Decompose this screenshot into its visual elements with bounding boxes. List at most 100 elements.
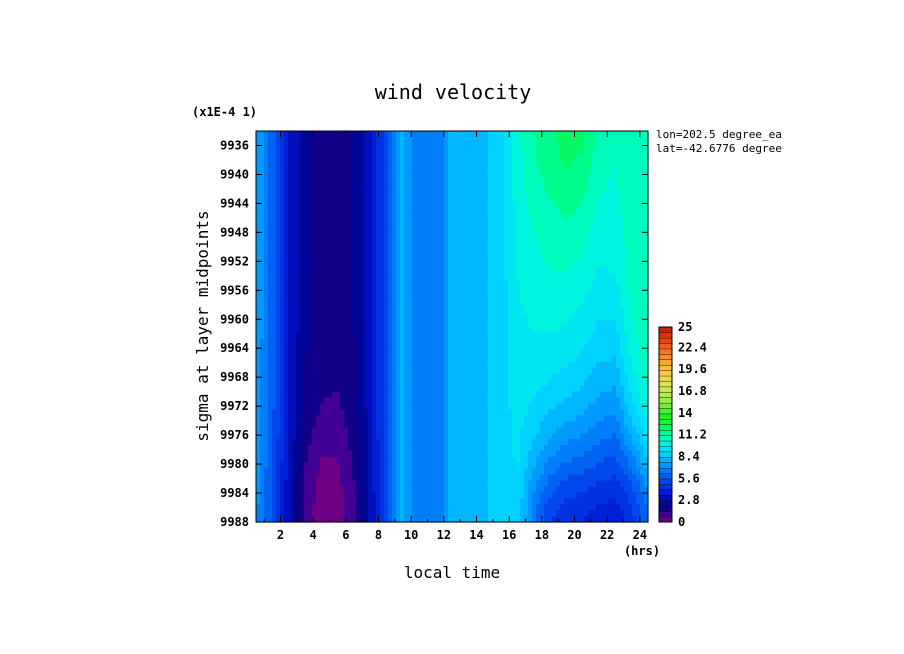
heatmap-cell [332,243,337,251]
heatmap-cell [308,285,313,292]
heatmap-cell [552,249,557,256]
heatmap-cell [556,314,561,322]
heatmap-cell [572,255,577,262]
heatmap-cell [316,373,321,381]
heatmap-cell [388,213,393,221]
heatmap-cell [324,279,329,286]
heatmap-cell [452,148,457,156]
heatmap-cell [548,409,553,416]
heatmap-cell [428,320,433,328]
heatmap-cell [424,202,429,209]
heatmap-cell [556,225,561,233]
heatmap-cell [268,367,273,375]
heatmap-cell [396,249,401,256]
heatmap-cell [592,131,597,138]
heatmap-cell [420,154,425,162]
heatmap-cell [632,190,637,197]
heatmap-cell [520,385,525,393]
heatmap-cell [420,427,425,434]
heatmap-cell [452,231,457,239]
heatmap-cell [288,397,293,405]
heatmap-cell [504,213,509,221]
heatmap-cell [340,332,345,339]
heatmap-cell [548,314,553,322]
heatmap-cell [304,279,309,286]
heatmap-cell [544,279,549,286]
heatmap-cell [432,202,437,209]
heatmap-cell [312,261,317,268]
heatmap-cell [408,160,413,168]
heatmap-cell [400,367,405,375]
heatmap-cell [384,397,389,405]
heatmap-cell [280,296,285,304]
heatmap-cell [512,190,517,197]
heatmap-cell [496,421,501,428]
heatmap-cell [300,350,305,357]
heatmap-cell [328,166,333,174]
heatmap-cell [628,397,633,405]
heatmap-cell [564,273,569,280]
heatmap-cell [296,415,301,422]
heatmap-cell [472,350,477,357]
heatmap-cell [264,302,269,310]
heatmap-cell [576,373,581,381]
heatmap-cell [344,302,349,310]
heatmap-cell [568,397,573,405]
heatmap-cell [444,219,449,227]
heatmap-cell [576,332,581,339]
heatmap-cell [540,427,545,434]
heatmap-cell [492,231,497,239]
heatmap-cell [504,279,509,286]
heatmap-cell [584,290,589,298]
heatmap-cell [408,320,413,328]
heatmap-cell [476,326,481,334]
heatmap-cell [600,350,605,357]
heatmap-cell [432,326,437,334]
heatmap-cell [520,415,525,422]
heatmap-cell [636,166,641,174]
heatmap-cell [320,225,325,233]
heatmap-cell [360,344,365,351]
heatmap-cell [572,332,577,339]
heatmap-cell [508,196,513,203]
heatmap-cell [356,190,361,197]
heatmap-cell [396,285,401,292]
heatmap-cell [540,219,545,227]
heatmap-cell [492,225,497,233]
heatmap-cell [636,326,641,334]
heatmap-cell [532,202,537,209]
heatmap-cell [452,273,457,280]
heatmap-cell [636,356,641,363]
heatmap-cell [508,178,513,185]
heatmap-cell [436,344,441,351]
heatmap-cell [344,166,349,174]
heatmap-cell [312,166,317,174]
heatmap-cell [624,391,629,399]
heatmap-cell [356,136,361,144]
heatmap-cell [284,184,289,191]
heatmap-cell [352,154,357,162]
heatmap-cell [516,243,521,251]
heatmap-cell [536,190,541,197]
heatmap-cell [496,261,501,268]
heatmap-cell [340,373,345,381]
heatmap-cell [596,136,601,144]
heatmap-cell [596,397,601,405]
heatmap-cell [572,314,577,322]
heatmap-cell [376,142,381,150]
heatmap-cell [364,397,369,405]
heatmap-cell [500,367,505,375]
heatmap-cell [320,231,325,239]
heatmap-cell [612,314,617,322]
heatmap-cell [420,379,425,387]
heatmap-cell [352,362,357,369]
heatmap-cell [360,415,365,422]
heatmap-cell [596,290,601,298]
heatmap-cell [260,213,265,221]
heatmap-cell [372,213,377,221]
heatmap-cell [492,421,497,428]
heatmap-cell [368,213,373,221]
heatmap-cell [584,131,589,138]
heatmap-cell [512,332,517,339]
heatmap-cell [540,391,545,399]
